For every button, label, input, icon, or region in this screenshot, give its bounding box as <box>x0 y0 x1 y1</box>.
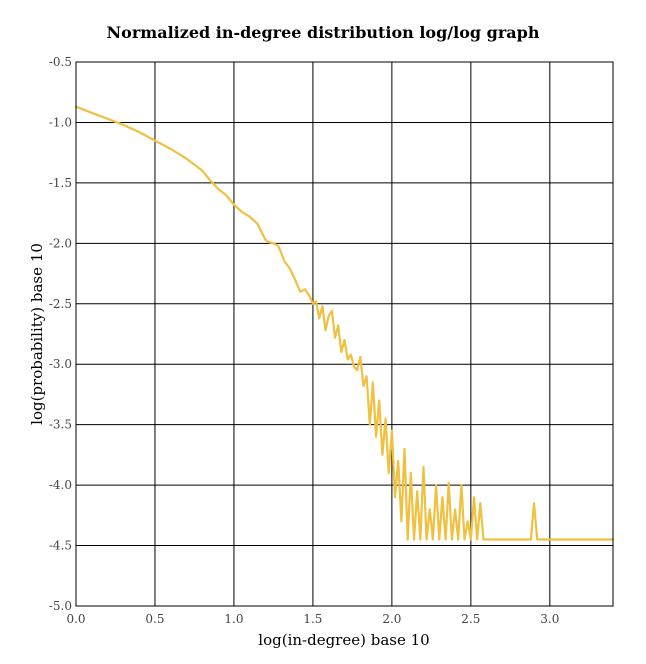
y-tick-label: -1.0 <box>49 115 72 129</box>
y-tick-label: -3.0 <box>49 357 72 371</box>
y-tick-label: -3.5 <box>49 418 72 432</box>
x-tick-label: 1.5 <box>303 612 322 626</box>
x-tick-label: 3.0 <box>540 612 559 626</box>
x-tick-label: 0.0 <box>66 612 85 626</box>
series-line <box>74 105 615 541</box>
y-tick-label: -0.5 <box>49 55 72 69</box>
x-tick-label: 2.0 <box>382 612 401 626</box>
y-tick-label: -2.0 <box>49 236 72 250</box>
x-tick-label: 1.0 <box>224 612 243 626</box>
y-tick-label: -1.5 <box>49 176 72 190</box>
y-axis-label: log(probability) base 10 <box>28 243 46 425</box>
x-tick-label: 0.5 <box>145 612 164 626</box>
plot-frame <box>75 61 614 607</box>
y-tick-label: -4.5 <box>49 539 72 553</box>
x-tick-label: 2.5 <box>461 612 480 626</box>
y-tick-label: -2.5 <box>49 297 72 311</box>
y-tick-label: -4.0 <box>49 478 72 492</box>
chart-title: Normalized in-degree distribution log/lo… <box>107 23 540 42</box>
y-tick-labels: -0.5 -1.0 -1.5 -2.0 -2.5 -3.0 -3.5 -4.0 -4.5 -5.0 <box>49 55 72 613</box>
y-tick-label: -5.0 <box>49 599 72 613</box>
x-axis-label: log(in-degree) base 10 <box>258 631 429 649</box>
x-tick-labels: 0.0 0.5 1.0 1.5 2.0 2.5 3.0 <box>66 612 559 626</box>
